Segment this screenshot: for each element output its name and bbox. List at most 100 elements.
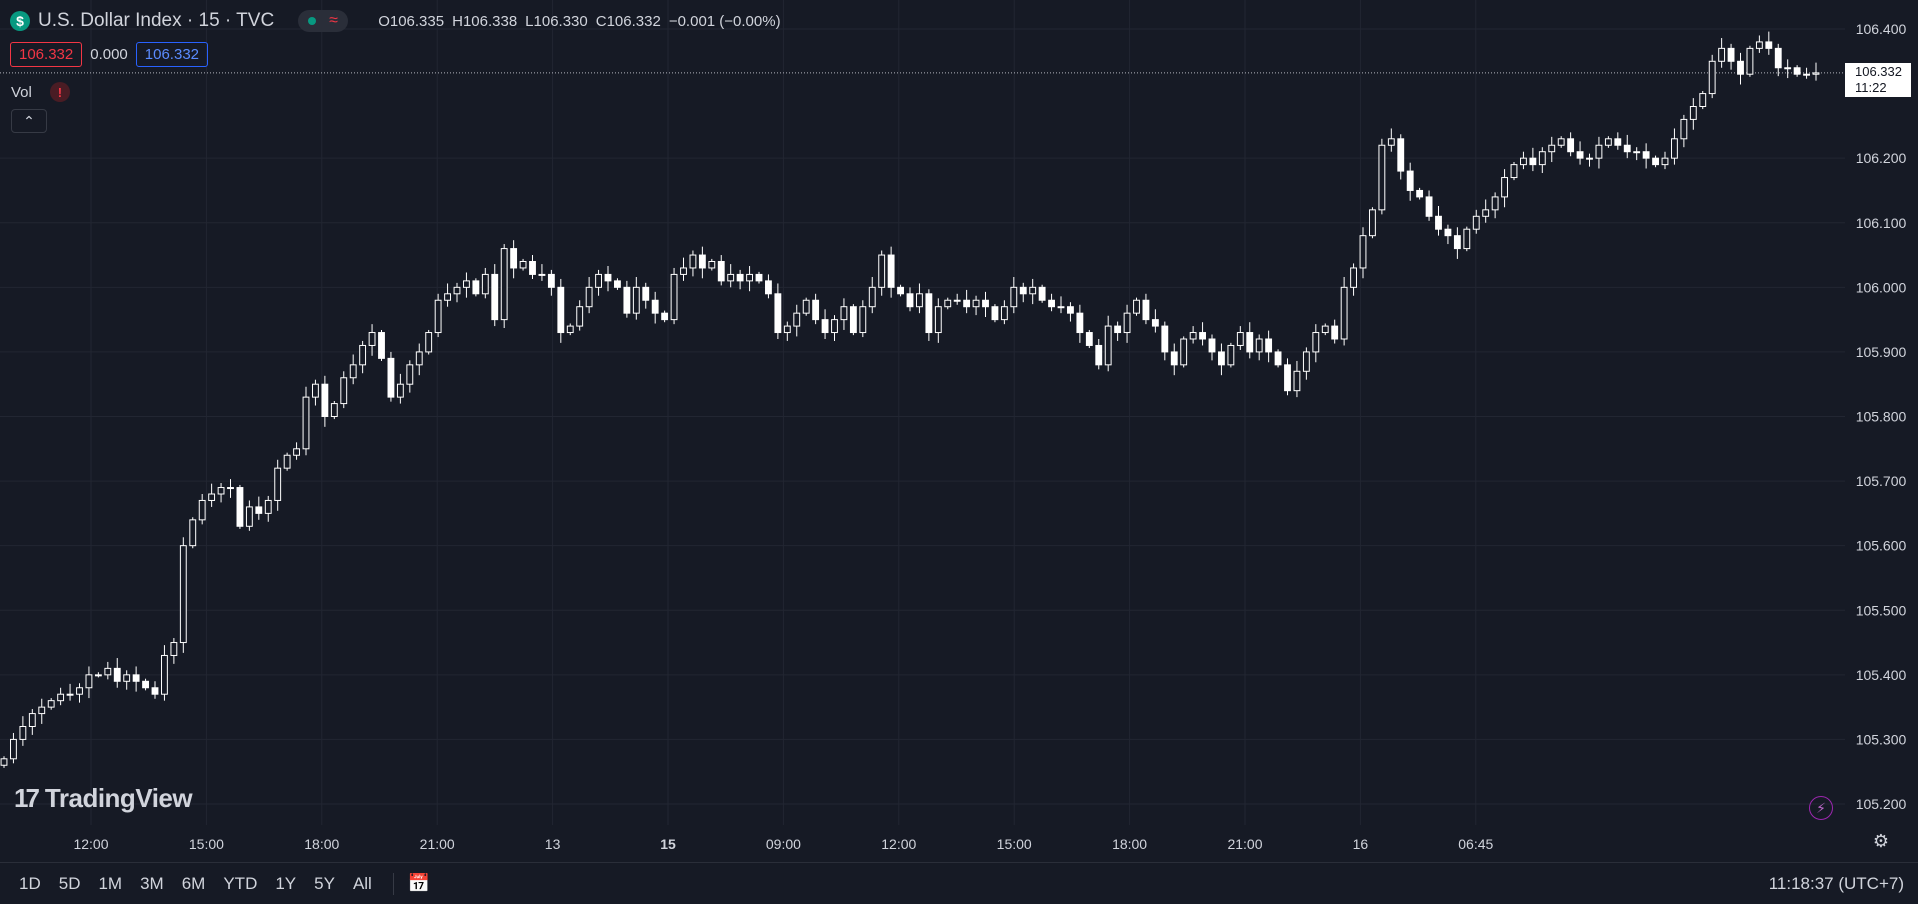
candle-body: [1718, 47, 1726, 62]
candle: [1067, 302, 1074, 322]
candle-body: [321, 383, 329, 418]
range-button-6m[interactable]: 6M: [181, 873, 206, 893]
candle: [906, 287, 914, 312]
candle-body: [406, 364, 414, 385]
candle-body: [104, 667, 112, 676]
lightning-icon[interactable]: ⚡: [1809, 796, 1833, 820]
candle-body: [340, 377, 348, 405]
range-button-5d[interactable]: 5D: [58, 873, 81, 893]
candle-body: [425, 332, 433, 353]
time-tick-label: 15: [660, 836, 676, 852]
range-button-3m[interactable]: 3M: [140, 873, 164, 893]
candle: [661, 310, 669, 323]
candle-body: [236, 487, 244, 527]
candle-body: [1482, 209, 1490, 217]
volume-indicator-row[interactable]: Vol !: [11, 82, 70, 102]
candle-body: [1699, 93, 1707, 108]
tradingview-logo[interactable]: 17 TradingView: [14, 783, 193, 814]
range-button-5y[interactable]: 5Y: [314, 873, 335, 893]
candle-body: [1453, 235, 1461, 250]
candle-body: [1076, 312, 1084, 334]
settings-icon[interactable]: ⚙: [1872, 830, 1890, 851]
candle: [378, 329, 385, 361]
time-tick-label: 18:00: [304, 836, 339, 852]
candle-body: [189, 519, 197, 547]
candle: [396, 373, 404, 404]
candle: [519, 258, 527, 271]
candle: [179, 537, 187, 653]
candle: [0, 756, 8, 768]
chevron-up-icon[interactable]: ⌃: [11, 109, 47, 133]
price-chart[interactable]: 106.400 106.200 106.100 106.000 105.900 105.8…: [0, 0, 1918, 862]
candle: [406, 360, 414, 393]
candle-body: [1765, 41, 1773, 49]
time-tick-label: 12:00: [881, 836, 916, 852]
candle-body: [783, 325, 791, 334]
candle-body: [1236, 332, 1244, 346]
candle: [1114, 321, 1122, 341]
candle-body: [1727, 47, 1735, 62]
candle-body: [1114, 325, 1122, 334]
date-range-buttons: 1D 5D 1M 3M 6M YTD 1Y 5Y All: [0, 870, 375, 898]
candle-body: [1784, 67, 1792, 70]
candle: [1048, 293, 1055, 312]
candle-body: [916, 293, 923, 308]
candle-body: [170, 642, 178, 656]
candle-body: [453, 286, 461, 295]
candle-body: [19, 726, 27, 740]
candle-body: [255, 506, 263, 514]
buy-price-button[interactable]: 106.332: [135, 42, 209, 67]
candle: [670, 267, 678, 325]
candle: [708, 258, 716, 271]
sell-price-button[interactable]: 106.332: [10, 42, 83, 67]
candle: [944, 297, 952, 310]
candle-body: [330, 403, 338, 418]
high-label: H: [452, 12, 463, 30]
candle: [1076, 304, 1084, 343]
candle-body: [727, 273, 735, 282]
candle: [529, 255, 536, 279]
candle: [500, 244, 508, 329]
candle-body: [812, 299, 820, 321]
candle: [453, 282, 461, 303]
bottom-toolbar: 1D 5D 1M 3M 6M YTD 1Y 5Y All 📅 11:18:37 (UTC+7): [0, 862, 1918, 904]
candle: [1586, 153, 1593, 167]
price-tick-label: 106.400: [1856, 21, 1907, 37]
go-to-date-icon[interactable]: 📅: [407, 873, 431, 893]
candle: [736, 269, 744, 290]
candle: [1774, 43, 1782, 77]
candle: [821, 309, 829, 339]
candle-body: [76, 687, 83, 695]
candle: [1765, 31, 1773, 55]
candle: [1189, 326, 1197, 344]
candle: [538, 264, 546, 281]
candle: [1784, 59, 1792, 79]
warning-icon[interactable]: !: [49, 82, 70, 102]
candle: [1151, 309, 1159, 333]
candle-body: [293, 448, 300, 456]
candle: [1680, 114, 1688, 148]
candle-body: [897, 286, 904, 295]
close-value: 106.332: [606, 12, 661, 30]
candle: [1019, 282, 1027, 303]
candle-body: [57, 693, 65, 702]
candle: [1529, 147, 1537, 172]
price-tick-label: 105.300: [1856, 731, 1907, 747]
candle: [632, 277, 640, 320]
candle: [1557, 136, 1565, 148]
candle: [330, 401, 338, 420]
candle-body: [1085, 332, 1093, 346]
price-tick-label: 105.200: [1856, 796, 1907, 812]
range-button-1y[interactable]: 1Y: [275, 873, 297, 893]
clock-timezone[interactable]: 11:18:37 (UTC+7): [1768, 873, 1904, 893]
candle-body: [670, 273, 678, 321]
range-button-ytd[interactable]: YTD: [223, 873, 258, 893]
range-button-all[interactable]: All: [352, 873, 372, 893]
price-tick-label: 106.100: [1856, 215, 1907, 231]
range-button-1m[interactable]: 1M: [98, 873, 123, 893]
symbol-title[interactable]: U.S. Dollar Index · 15 · TVC: [38, 10, 275, 31]
market-status-pill[interactable]: ≈: [298, 10, 349, 32]
low-value: 106.330: [533, 12, 588, 30]
range-button-1d[interactable]: 1D: [19, 873, 41, 893]
candle-body: [538, 273, 546, 276]
